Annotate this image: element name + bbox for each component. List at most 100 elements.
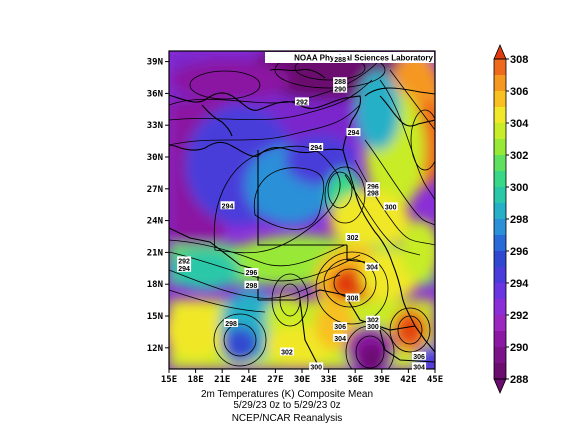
x-tick-label: 30E [294, 375, 310, 385]
colorbar-label: 290 [510, 342, 528, 354]
colorbar: 288 290 292 294 296 298 300 302 304 306 308 [493, 43, 529, 395]
svg-text:294: 294 [310, 145, 322, 152]
svg-text:304: 304 [413, 364, 425, 371]
contour-label: 294 [346, 128, 361, 137]
colorbar-band [494, 91, 506, 107]
svg-text:296: 296 [367, 184, 379, 191]
colorbar-band [494, 235, 506, 251]
svg-text:298: 298 [367, 191, 379, 198]
y-tick-label: 33N [147, 121, 163, 131]
x-tick-label: 27E [267, 375, 283, 385]
colorbar-band [494, 363, 506, 379]
colorbar-label: 292 [510, 310, 528, 322]
x-tick-label: 15E [161, 375, 177, 385]
contour-label: 290 [333, 84, 348, 94]
y-tick-label: 27N [147, 185, 163, 195]
x-tick-label: 24E [241, 375, 257, 385]
contour-label: 304 [412, 362, 427, 371]
y-tick-label: 18N [147, 280, 163, 290]
colorbar-band [494, 155, 506, 171]
svg-text:302: 302 [367, 318, 379, 325]
contour-label: 300 [309, 362, 324, 371]
colorbar-band [494, 107, 506, 123]
colorbar-band [494, 75, 506, 91]
contour-label: 288 [333, 54, 348, 64]
svg-text:300: 300 [310, 364, 322, 371]
contour-label: 304 [333, 333, 348, 343]
svg-text:308: 308 [347, 295, 359, 302]
x-tick-label: 42E [400, 375, 416, 385]
y-tick-label: 24N [147, 217, 163, 227]
contour-label: 306 [333, 322, 348, 331]
colorbar-label: 288 [510, 374, 528, 386]
svg-text:304: 304 [366, 265, 378, 272]
y-tick-label: 30N [147, 153, 163, 163]
colorbar-band [494, 139, 506, 155]
caption-line1: 2m Temperatures (K) Composite Mean [201, 389, 373, 400]
contour-label: 292 [295, 97, 309, 106]
contour-label: 294 [177, 263, 192, 273]
contour-label: 298 [224, 318, 239, 328]
svg-text:296: 296 [246, 270, 258, 277]
contour-label: 308 [345, 293, 360, 302]
svg-text:288: 288 [334, 57, 346, 64]
colorbar-label: 306 [510, 86, 528, 98]
banner-text: NOAA Physical Sciences Laboratory [294, 54, 433, 63]
svg-text:294: 294 [178, 266, 190, 273]
colorbar-top-arrow [493, 43, 507, 60]
y-tick-label: 21N [147, 248, 163, 258]
colorbar-band [494, 299, 506, 315]
svg-text:294: 294 [348, 130, 360, 137]
contour-label: 302 [279, 347, 294, 357]
colorbar-band [494, 347, 506, 363]
contour-label: 292 [177, 256, 192, 265]
contour-label: 296 [365, 182, 380, 191]
x-tick-label: 21E [214, 375, 230, 385]
colorbar-band [494, 59, 506, 75]
colorbar-band [494, 331, 506, 347]
colorbar-band [494, 171, 506, 187]
colorbar-label: 302 [510, 150, 528, 162]
colorbar-bottom-arrow [493, 378, 507, 395]
contour-label: 294 [220, 201, 235, 210]
contour-label: 302 [345, 233, 360, 242]
contour-label: 304 [365, 262, 380, 272]
colorbar-band [494, 123, 506, 139]
contour-label: 306 [412, 351, 427, 361]
contour-label: 298 [244, 280, 259, 290]
x-tick-label: 18E [187, 375, 203, 385]
colorbar-label: 296 [510, 246, 528, 258]
contour-label: 302 [365, 315, 380, 325]
colorbar-label: 304 [510, 118, 529, 130]
svg-text:298: 298 [225, 321, 237, 328]
axis-ticks: 15E 18E 21E 24E 27E 30E 33E 36E 39E 42E 45E 12N 15N 1… [147, 58, 443, 385]
colorbar-band [494, 219, 506, 235]
colorbar-band [494, 203, 506, 219]
colorbar-band [494, 187, 506, 203]
colorbar-band [494, 315, 506, 331]
svg-text:300: 300 [367, 324, 379, 331]
svg-text:292: 292 [296, 99, 308, 106]
contour-label: 300 [383, 202, 398, 211]
svg-text:290: 290 [334, 87, 346, 94]
svg-text:298: 298 [246, 283, 258, 290]
contour-label: 288 [333, 77, 348, 86]
caption-line2: 5/29/23 0z to 5/29/23 0z [233, 400, 340, 411]
svg-text:306: 306 [413, 354, 425, 361]
contour-label: 300 [365, 322, 380, 331]
x-tick-label: 36E [347, 375, 363, 385]
banner: NOAA Physical Sciences Laboratory [265, 52, 434, 63]
contour-label: 298 [365, 188, 380, 198]
y-tick-label: 39N [147, 58, 163, 68]
svg-text:294: 294 [222, 203, 234, 210]
svg-text:302: 302 [281, 350, 293, 357]
temperature-field [169, 51, 435, 369]
caption-line3: NCEP/NCAR Reanalysis [232, 413, 343, 424]
svg-text:306: 306 [334, 324, 346, 331]
colorbar-label: 300 [510, 182, 528, 194]
contour-label: 296 [244, 268, 259, 277]
contour-label: 294 [309, 142, 324, 152]
y-tick-label: 12N [147, 344, 163, 354]
colorbar-band [494, 251, 506, 267]
